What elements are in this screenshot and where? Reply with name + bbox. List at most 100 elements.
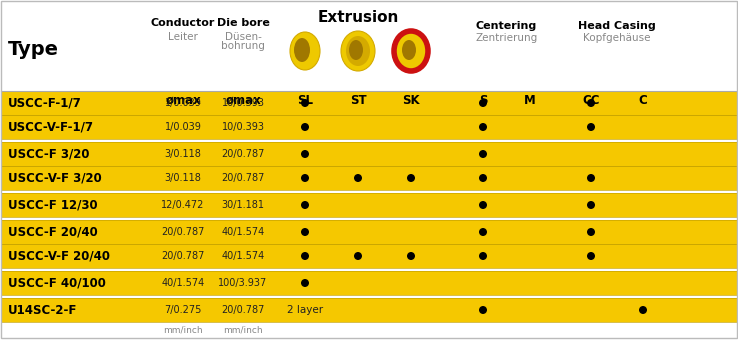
- Bar: [1, 268, 737, 271]
- Text: 3/0.118: 3/0.118: [165, 149, 201, 159]
- Bar: [1, 295, 737, 298]
- Circle shape: [639, 306, 647, 314]
- Text: Conductor: Conductor: [151, 18, 215, 28]
- Circle shape: [479, 174, 487, 182]
- Text: USCC-V-F 20/40: USCC-V-F 20/40: [8, 250, 110, 262]
- Bar: [1, 115, 737, 139]
- Text: 7/0.275: 7/0.275: [165, 305, 201, 315]
- Text: 12/0.472: 12/0.472: [162, 200, 204, 210]
- Text: 20/0.787: 20/0.787: [221, 173, 265, 183]
- Ellipse shape: [402, 40, 416, 60]
- Circle shape: [587, 99, 595, 107]
- Bar: [1, 298, 737, 322]
- Text: 100/3.937: 100/3.937: [218, 278, 268, 288]
- Text: 20/0.787: 20/0.787: [162, 227, 204, 237]
- Text: USCC-F 20/40: USCC-F 20/40: [8, 225, 97, 239]
- Bar: [1, 322, 737, 338]
- Circle shape: [301, 150, 309, 158]
- Text: U14SC-2-F: U14SC-2-F: [8, 304, 77, 316]
- Text: CC: CC: [582, 94, 600, 106]
- Text: USCC-F 3/20: USCC-F 3/20: [8, 147, 89, 161]
- Text: 40/1.574: 40/1.574: [162, 278, 204, 288]
- Bar: [1, 91, 737, 115]
- Circle shape: [587, 252, 595, 260]
- Circle shape: [479, 150, 487, 158]
- Text: 40/1.574: 40/1.574: [221, 227, 265, 237]
- Text: S: S: [479, 94, 487, 106]
- Bar: [1, 271, 737, 295]
- Text: USCC-V-F-1/7: USCC-V-F-1/7: [8, 120, 94, 134]
- Text: Düsen-: Düsen-: [224, 32, 261, 42]
- Text: USCC-V-F 3/20: USCC-V-F 3/20: [8, 172, 102, 184]
- Ellipse shape: [294, 38, 310, 62]
- Ellipse shape: [394, 31, 428, 71]
- Bar: [1, 139, 737, 142]
- Text: 10/0.393: 10/0.393: [221, 98, 264, 108]
- Text: 40/1.574: 40/1.574: [221, 251, 265, 261]
- Text: SL: SL: [297, 94, 313, 106]
- Text: 1/0.039: 1/0.039: [165, 98, 201, 108]
- Text: Leiter: Leiter: [168, 32, 198, 42]
- Text: mm/inch: mm/inch: [163, 325, 203, 335]
- Bar: [1, 244, 737, 268]
- Circle shape: [479, 306, 487, 314]
- Circle shape: [301, 201, 309, 209]
- Circle shape: [301, 252, 309, 260]
- Circle shape: [301, 123, 309, 131]
- Circle shape: [587, 123, 595, 131]
- Text: ST: ST: [350, 94, 366, 106]
- Text: M: M: [524, 94, 536, 106]
- Circle shape: [301, 279, 309, 287]
- Bar: [1, 220, 737, 244]
- Text: 30/1.181: 30/1.181: [221, 200, 264, 210]
- Text: Type: Type: [8, 40, 59, 59]
- Ellipse shape: [346, 36, 370, 66]
- Ellipse shape: [349, 40, 363, 60]
- Text: mm/inch: mm/inch: [223, 325, 263, 335]
- Bar: [1, 1, 737, 91]
- Bar: [1, 190, 737, 193]
- Circle shape: [301, 99, 309, 107]
- Text: 20/0.787: 20/0.787: [162, 251, 204, 261]
- Text: Die bore: Die bore: [216, 18, 269, 28]
- Text: USCC-F-1/7: USCC-F-1/7: [8, 96, 82, 110]
- Circle shape: [479, 99, 487, 107]
- Circle shape: [479, 228, 487, 236]
- Text: 20/0.787: 20/0.787: [221, 149, 265, 159]
- Bar: [1, 193, 737, 217]
- Text: 2 layer: 2 layer: [287, 305, 323, 315]
- Bar: [1, 142, 737, 166]
- Text: USCC-F 40/100: USCC-F 40/100: [8, 277, 106, 289]
- Text: Zentrierung: Zentrierung: [475, 33, 537, 43]
- Text: bohrung: bohrung: [221, 41, 265, 51]
- Circle shape: [587, 201, 595, 209]
- Text: 1/0.039: 1/0.039: [165, 122, 201, 132]
- Circle shape: [479, 123, 487, 131]
- Text: 3/0.118: 3/0.118: [165, 173, 201, 183]
- Text: ømax: ømax: [165, 94, 201, 106]
- Circle shape: [587, 174, 595, 182]
- Circle shape: [407, 174, 415, 182]
- Circle shape: [354, 174, 362, 182]
- Circle shape: [301, 174, 309, 182]
- Circle shape: [301, 228, 309, 236]
- Circle shape: [354, 252, 362, 260]
- Text: 10/0.393: 10/0.393: [221, 122, 264, 132]
- Text: Head Casing: Head Casing: [578, 21, 656, 31]
- Text: USCC-F 12/30: USCC-F 12/30: [8, 199, 97, 211]
- Text: C: C: [638, 94, 647, 106]
- Circle shape: [479, 201, 487, 209]
- Text: Centering: Centering: [476, 21, 537, 31]
- Text: ømax: ømax: [225, 94, 261, 106]
- Ellipse shape: [290, 32, 320, 70]
- Bar: [1, 166, 737, 190]
- Ellipse shape: [341, 31, 375, 71]
- Text: Extrusion: Extrusion: [317, 10, 399, 26]
- Circle shape: [479, 252, 487, 260]
- Circle shape: [407, 252, 415, 260]
- Text: Kopfgehäuse: Kopfgehäuse: [583, 33, 651, 43]
- Circle shape: [587, 228, 595, 236]
- Bar: [1, 217, 737, 220]
- Text: SK: SK: [402, 94, 420, 106]
- Text: 20/0.787: 20/0.787: [221, 305, 265, 315]
